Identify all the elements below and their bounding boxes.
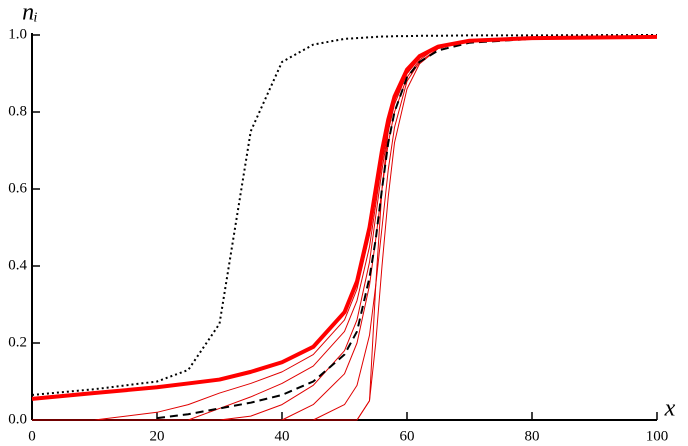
y-tick-label: 0.8 xyxy=(8,103,27,119)
series-line xyxy=(32,36,658,421)
series-line xyxy=(31,34,658,401)
x-tick-label: 20 xyxy=(150,428,165,444)
y-tick-label: 0.0 xyxy=(8,411,27,427)
series-line xyxy=(32,36,658,421)
x-tick-label: 40 xyxy=(275,428,290,444)
x-tick-label: 60 xyxy=(400,428,415,444)
x-axis-label: x xyxy=(664,396,676,422)
y-tick-label: 0.6 xyxy=(8,180,27,196)
x-tick-label: 0 xyxy=(28,428,36,444)
series-line xyxy=(156,35,658,420)
series-line xyxy=(32,36,658,421)
y-tick-label: 1.0 xyxy=(8,26,27,42)
series-line xyxy=(32,36,658,421)
y-tick-label: 0.4 xyxy=(8,257,27,273)
y-tick-label: 0.2 xyxy=(8,334,27,350)
series-line xyxy=(32,36,658,421)
series-line xyxy=(31,34,658,396)
series-line xyxy=(32,36,658,421)
x-tick-label: 100 xyxy=(646,428,669,444)
series-line xyxy=(32,36,658,421)
y-axis-label: nᵢ xyxy=(22,0,38,26)
x-tick-label: 80 xyxy=(525,428,540,444)
